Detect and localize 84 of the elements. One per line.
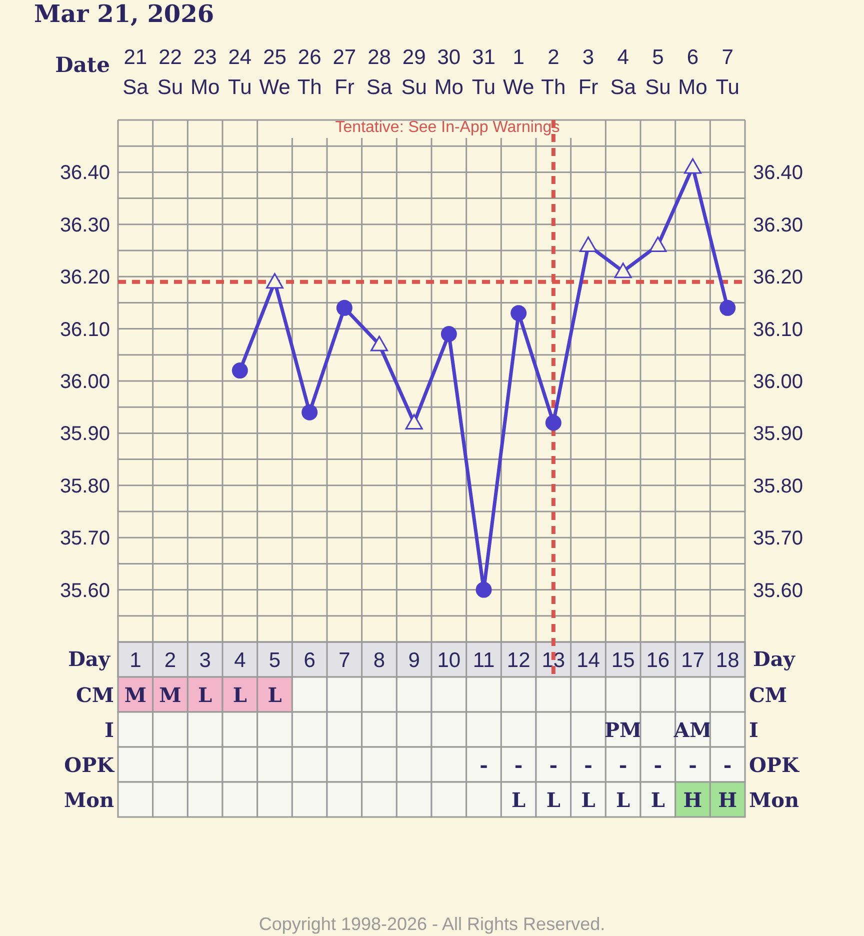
x-tick-label: 17	[681, 649, 704, 672]
y-tick-label: 36.20	[60, 266, 110, 289]
x-tick-label: 1	[130, 649, 142, 672]
y2-tick-label: 35.60	[753, 580, 804, 602]
x2-axis-title: Date	[55, 52, 110, 77]
y2-tick-label: 35.90	[753, 423, 804, 446]
y-tick-label: 35.60	[60, 580, 110, 602]
y2-tick-label: 36.00	[753, 371, 804, 393]
category-label: CM	[76, 683, 114, 707]
point	[649, 236, 667, 252]
x2-tick-label: 31 Tu	[472, 46, 496, 99]
category-label: I	[749, 718, 758, 742]
y2-tick-label: 36.40	[753, 162, 804, 184]
point	[684, 158, 702, 174]
y2-tick-label: 36.30	[753, 214, 804, 236]
x-tick-label: 7	[338, 649, 350, 672]
y-tick-label: 35.80	[60, 475, 110, 498]
x2-tick-label: 1 We	[503, 46, 534, 99]
category-label: CM	[749, 683, 788, 707]
x2-tick-label: 24 Tu	[228, 46, 252, 99]
cycle-table: M M L L L PM AM - - - - - - - - L L L L L H H	[117, 676, 746, 818]
point	[370, 336, 388, 352]
x2-tick-label: 21 Sa	[122, 46, 149, 99]
x2-tick-label: 28 Sa	[366, 46, 392, 99]
y2-tick-label: 36.20	[753, 266, 804, 289]
x-tick-label: 3	[199, 649, 211, 672]
point	[580, 236, 597, 252]
x2-tick-label: 6 Mo	[678, 46, 708, 99]
x-axis-title: Day	[68, 647, 112, 671]
x2-tick-label: 4 Sa	[610, 46, 636, 99]
point	[614, 262, 632, 278]
x-tick-label: 13	[542, 649, 566, 672]
category-label: OPK	[749, 753, 799, 777]
point	[510, 305, 527, 322]
point	[336, 300, 352, 316]
point	[266, 273, 284, 289]
x-tick-label: 6	[304, 649, 316, 672]
x2-tick-label: 23 Mo	[190, 46, 220, 99]
x2-tick-label: 2 Th	[541, 46, 566, 99]
y-tick-label: 36.00	[60, 371, 110, 393]
x-tick-label: 10	[437, 649, 461, 672]
x2-tick-label: 30 Mo	[434, 46, 464, 99]
x-tick-label: 16	[646, 649, 670, 672]
category-label: Mon	[64, 788, 114, 812]
y-tick-label: 36.30	[60, 214, 110, 236]
text: Copyright 1998-2026 - All Rights Reserved.	[258, 914, 606, 934]
point	[232, 362, 248, 379]
category-label: Mon	[749, 788, 800, 812]
point	[302, 404, 318, 420]
y2-tick-label: 36.10	[753, 318, 804, 341]
x-tick-label: 5	[268, 649, 281, 672]
x-tick-label: 14	[576, 649, 600, 672]
chart-title: Mar 21, 2026	[34, 0, 214, 28]
x2-tick-label: 5 Su	[645, 46, 671, 99]
point	[476, 582, 492, 598]
category-label: I	[104, 718, 114, 742]
x2-tick-label: 27 Fr	[332, 46, 356, 99]
y-tick-label: 35.90	[60, 423, 110, 446]
point	[440, 326, 457, 342]
y2-tick-label: 35.70	[753, 528, 804, 550]
x-tick-label: 2	[164, 649, 176, 672]
y-tick-label: 36.10	[60, 318, 110, 341]
point	[720, 300, 736, 316]
x-tick-label: 12	[506, 649, 530, 672]
x-tick-label: 8	[373, 649, 386, 672]
point	[405, 414, 423, 430]
x2-tick-label: 7 Tu	[716, 46, 740, 99]
y2-tick-label: 35.80	[753, 475, 804, 498]
x2-tick-label: 26 Th	[297, 46, 322, 99]
x2-tick-label: 3 Fr	[578, 46, 598, 99]
point	[545, 414, 562, 431]
x-tick-label: 18	[716, 649, 740, 672]
x-tick-label: 11	[472, 649, 495, 672]
annotation: Tentative: See In-App Warnings	[335, 119, 560, 136]
x2-tick-label: 29 Su	[401, 46, 427, 99]
text: Day	[753, 647, 795, 671]
x-tick-label: 4	[234, 649, 246, 672]
x2-tick-label: 25 We	[259, 46, 290, 99]
x-tick-label: 15	[611, 649, 635, 672]
category-label: OPK	[64, 753, 114, 777]
y-tick-label: 36.40	[60, 162, 110, 184]
x2-tick-label: 22 Su	[157, 46, 184, 99]
x-tick-label: 9	[408, 649, 420, 672]
y-tick-label: 35.70	[60, 528, 110, 550]
